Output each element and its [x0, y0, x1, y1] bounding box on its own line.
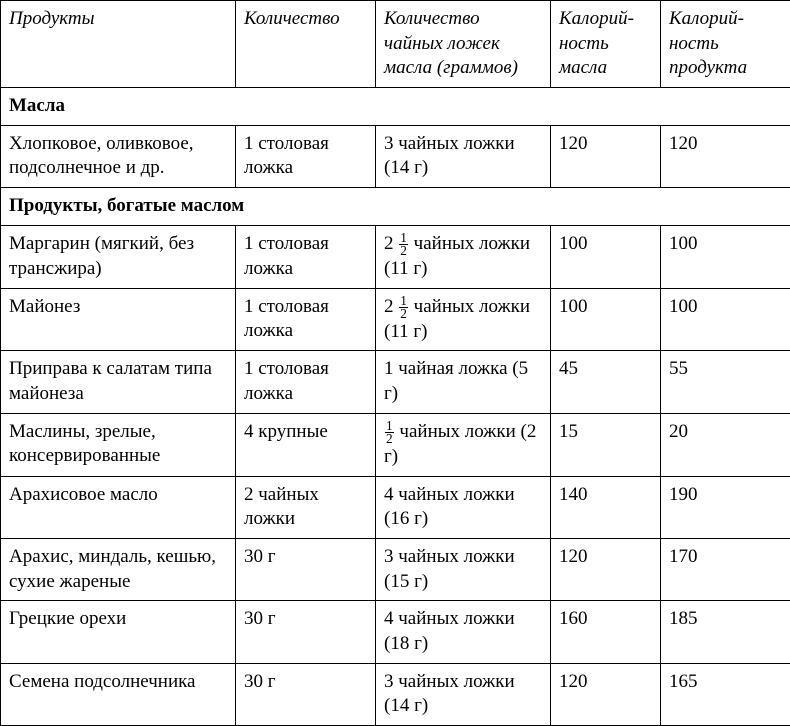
column-header-0: Продукты: [1, 1, 236, 88]
teaspoons-oil-cell: 3 чайных ложки (14 г): [376, 663, 551, 725]
quantity-cell: 30 г: [236, 601, 376, 663]
product-cell: Хлопковое, оливковое, подсолнечное и др.: [1, 125, 236, 187]
cal-product-cell: 100: [661, 288, 790, 351]
table-row: Грецкие орехи30 г4 чайных ложки (18 г)16…: [1, 601, 790, 663]
quantity-cell: 1 столовая ложка: [236, 288, 376, 351]
cal-product-cell: 170: [661, 538, 790, 600]
cal-oil-cell: 100: [551, 225, 661, 288]
teaspoons-oil-cell: 4 чайных ложки (16 г): [376, 476, 551, 538]
cal-product-cell: 185: [661, 601, 790, 663]
product-cell: Маргарин (мягкий, без трансжира): [1, 225, 236, 288]
column-header-4: Калорий­ность продук­та: [661, 1, 790, 88]
product-cell: Майонез: [1, 288, 236, 351]
quantity-cell: 4 крупные: [236, 413, 376, 476]
table-row: Майонез1 столовая ложка2 12 чайных ложки…: [1, 288, 790, 351]
teaspoons-oil-cell: 2 12 чайных ложки (11 г): [376, 225, 551, 288]
product-cell: Арахис, миндаль, ке­шью, сухие жареные: [1, 538, 236, 600]
quantity-cell: 30 г: [236, 663, 376, 725]
teaspoons-oil-cell: 3 чайных ложки (15 г): [376, 538, 551, 600]
column-header-3: Кало­рий­ность масла: [551, 1, 661, 88]
cal-oil-cell: 120: [551, 663, 661, 725]
table-row: Приправа к салатам типа майонеза1 столов…: [1, 351, 790, 413]
oil-nutrition-table: ПродуктыКоличе­ствоКоличество чайных ло­…: [0, 0, 790, 726]
product-cell: Маслины, зрелые, консервированные: [1, 413, 236, 476]
quantity-cell: 2 чайных ложки: [236, 476, 376, 538]
teaspoons-oil-cell: 12 чайных ложки (2 г): [376, 413, 551, 476]
section-row: Масла: [1, 88, 790, 126]
fraction: 12: [399, 295, 408, 320]
table-header-row: ПродуктыКоличе­ствоКоличество чайных ло­…: [1, 1, 790, 88]
quantity-cell: 1 столовая ложка: [236, 125, 376, 187]
cal-oil-cell: 100: [551, 288, 661, 351]
product-cell: Грецкие орехи: [1, 601, 236, 663]
teaspoons-oil-cell: 2 12 чайных ложки (11 г): [376, 288, 551, 351]
quantity-cell: 30 г: [236, 538, 376, 600]
cal-product-cell: 165: [661, 663, 790, 725]
table-row: Арахисовое масло2 чайных ложки4 чайных л…: [1, 476, 790, 538]
cal-oil-cell: 120: [551, 125, 661, 187]
fraction: 12: [399, 232, 408, 257]
cal-oil-cell: 140: [551, 476, 661, 538]
section-title: Продукты, богатые маслом: [1, 188, 790, 226]
fraction: 12: [385, 420, 394, 445]
column-header-1: Количе­ство: [236, 1, 376, 88]
table-row: Маслины, зрелые, консервированные4 крупн…: [1, 413, 790, 476]
quantity-cell: 1 столовая ложка: [236, 225, 376, 288]
cal-oil-cell: 160: [551, 601, 661, 663]
product-cell: Приправа к салатам типа майонеза: [1, 351, 236, 413]
teaspoons-oil-cell: 1 чайная ложка (5 г): [376, 351, 551, 413]
table-row: Хлопковое, оливковое, подсолнечное и др.…: [1, 125, 790, 187]
cal-product-cell: 120: [661, 125, 790, 187]
cal-product-cell: 100: [661, 225, 790, 288]
cal-product-cell: 55: [661, 351, 790, 413]
cal-product-cell: 20: [661, 413, 790, 476]
table-row: Маргарин (мягкий, без трансжира)1 столов…: [1, 225, 790, 288]
table-row: Семена подсолнеч­ника30 г3 чайных ложки …: [1, 663, 790, 725]
cal-oil-cell: 120: [551, 538, 661, 600]
table-row: Арахис, миндаль, ке­шью, сухие жареные30…: [1, 538, 790, 600]
quantity-cell: 1 столовая ложка: [236, 351, 376, 413]
section-title: Масла: [1, 88, 790, 126]
cal-product-cell: 190: [661, 476, 790, 538]
cal-oil-cell: 45: [551, 351, 661, 413]
column-header-2: Количество чайных ло­жек масла (граммов): [376, 1, 551, 88]
cal-oil-cell: 15: [551, 413, 661, 476]
product-cell: Семена подсолнеч­ника: [1, 663, 236, 725]
section-row: Продукты, богатые маслом: [1, 188, 790, 226]
teaspoons-oil-cell: 3 чайных ложки (14 г): [376, 125, 551, 187]
product-cell: Арахисовое масло: [1, 476, 236, 538]
teaspoons-oil-cell: 4 чайных ложки (18 г): [376, 601, 551, 663]
